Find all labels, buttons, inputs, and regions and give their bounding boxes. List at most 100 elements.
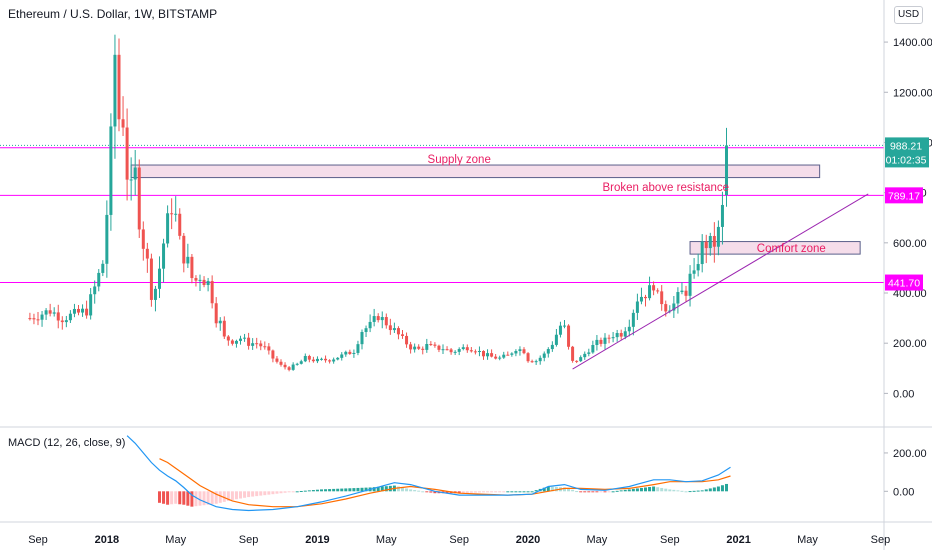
candle-body — [89, 294, 93, 316]
macd-histogram-bar — [611, 491, 615, 493]
candle-body — [405, 335, 409, 345]
candle-body — [324, 358, 328, 361]
candle-body — [648, 285, 652, 299]
macd-histogram-bar — [336, 488, 340, 492]
macd-histogram-bar — [174, 491, 178, 504]
chart-title: Ethereum / U.S. Dollar, 1W, BITSTAMP — [8, 7, 218, 21]
candle-body — [174, 213, 178, 215]
candle-body — [376, 316, 380, 321]
macd-histogram-bar — [445, 491, 449, 494]
time-tick-label: May — [587, 534, 608, 546]
macd-histogram-bar — [376, 486, 380, 492]
candle-body — [190, 256, 194, 279]
macd-histogram-bar — [631, 488, 635, 492]
candle-body — [518, 349, 522, 352]
candle-body — [652, 285, 656, 291]
price-tick-label: 0.00 — [893, 388, 914, 400]
candle-body — [307, 355, 311, 360]
candle-body — [60, 320, 64, 323]
level-badge — [885, 274, 923, 291]
level-badge-label: 441.70 — [888, 278, 920, 290]
macd-histogram-bar — [384, 486, 388, 492]
candle-body — [530, 361, 534, 363]
candle-body — [615, 333, 619, 338]
macd-histogram-bar — [465, 491, 469, 493]
candle-body — [194, 278, 198, 281]
candle-body — [639, 296, 643, 302]
candle-body — [380, 317, 384, 321]
macd-histogram-bar — [320, 489, 323, 492]
candle-body — [137, 167, 141, 230]
candle-body — [542, 353, 546, 358]
time-tick-label: May — [797, 534, 818, 546]
price-tick-label: 1200.00 — [893, 87, 932, 99]
candle-body — [684, 290, 688, 296]
candle-body — [619, 333, 623, 337]
candle-body — [356, 344, 360, 353]
macd-line — [126, 435, 731, 512]
macd-histogram-bar — [725, 483, 728, 492]
candle-body — [486, 353, 490, 357]
candlesticks — [28, 34, 728, 372]
macd-histogram-bar — [259, 491, 263, 496]
candle-body — [696, 264, 700, 271]
macd-histogram-bar — [295, 491, 299, 493]
macd-histogram-bar — [218, 491, 222, 503]
price-tick-label: 1400.00 — [893, 37, 932, 49]
macd-histogram-bar — [311, 490, 315, 492]
macd-histogram-bar — [417, 490, 421, 492]
macd-histogram-bar — [206, 491, 210, 505]
candle-body — [162, 243, 166, 269]
candle-body — [243, 337, 247, 339]
macd-histogram-bar — [356, 487, 360, 492]
candle-body — [635, 301, 639, 313]
candle-body — [133, 167, 137, 180]
candle-body — [166, 213, 170, 244]
macd-histogram-bar — [194, 491, 198, 507]
macd-histogram-bar — [222, 491, 226, 502]
macd-histogram-bar — [571, 489, 575, 492]
macd-histogram-bar — [648, 486, 652, 492]
macd-histogram-bar — [494, 491, 498, 493]
annotation-label: Comfort zone — [757, 243, 826, 255]
macd-histogram-bar — [490, 491, 494, 493]
macd-histogram-bar — [720, 485, 724, 492]
time-tick-label: May — [376, 534, 397, 546]
time-tick-label: Sep — [871, 534, 891, 546]
macd-histogram-bar — [526, 491, 530, 493]
candle-body — [303, 355, 307, 362]
candle-body — [56, 312, 60, 321]
macd-histogram-bar — [226, 491, 230, 501]
candle-body — [494, 356, 498, 359]
candle-body — [267, 346, 271, 351]
candle-body — [259, 343, 263, 347]
macd-histogram-bar — [684, 491, 688, 493]
candle-body — [251, 343, 255, 346]
bar-countdown-label: 01:02:35 — [886, 154, 927, 166]
candle-body — [534, 361, 538, 363]
candle-body — [344, 351, 348, 355]
candle-body — [182, 235, 186, 264]
candle-body — [477, 350, 481, 352]
macd-histogram-bar — [542, 487, 546, 492]
candle-body — [611, 337, 615, 339]
macd-histogram-bar — [202, 491, 206, 506]
time-tick-label: 2019 — [305, 534, 329, 546]
macd-histogram-bar — [162, 491, 166, 504]
macd-histogram-bar — [328, 489, 332, 492]
price-tick-label: 200.00 — [893, 338, 927, 350]
candle-body — [230, 340, 234, 344]
candle-body — [413, 346, 417, 350]
candle-body — [239, 338, 242, 341]
macd-histogram-bar — [413, 490, 417, 492]
macd-histogram-bar — [482, 491, 485, 493]
price-tick-label: 400.00 — [893, 288, 927, 300]
candle-body — [417, 346, 421, 349]
currency-button[interactable]: USD — [894, 6, 923, 24]
candle-body — [502, 354, 506, 358]
candle-body — [388, 325, 392, 331]
candle-body — [352, 352, 356, 354]
candle-body — [52, 312, 56, 314]
candle-body — [40, 314, 44, 320]
